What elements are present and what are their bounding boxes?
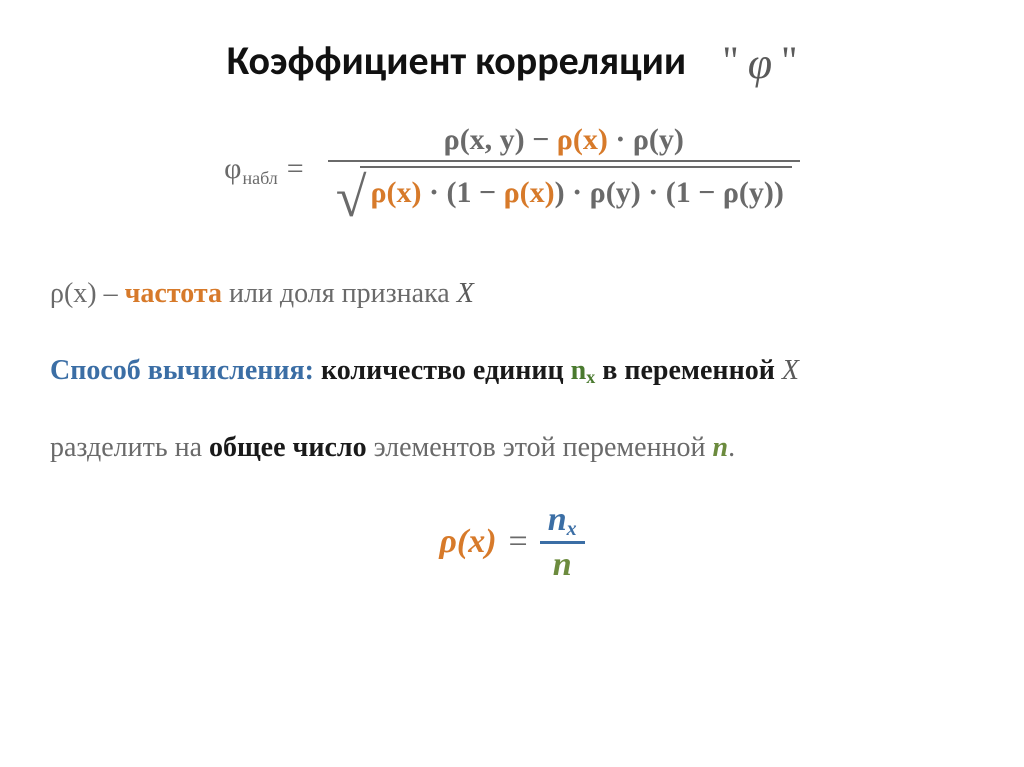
dot3: ·	[641, 176, 666, 209]
phi-subscript: набл	[242, 168, 277, 188]
radicand: ρ(x) · (1 − ρ(x)) · ρ(y) · (1 − ρ(y))	[360, 166, 791, 213]
main-formula: φнабл = ρ(x, y) − ρ(x) · ρ(y) √ ρ(x) · (…	[40, 119, 984, 217]
var-x: X	[457, 278, 474, 309]
close2: )	[774, 176, 784, 209]
def-rest: или доля признака	[222, 278, 457, 309]
dot: ·	[608, 123, 633, 156]
slide-title: Коэффициент корреляции	[227, 36, 687, 85]
freq-word: частота	[125, 278, 222, 309]
n-sub-x: nx	[571, 355, 596, 386]
rho-fraction: nx n	[540, 499, 585, 586]
close1: )	[555, 176, 565, 209]
phi-var: φ	[224, 152, 241, 185]
open1: (1 −	[447, 176, 504, 209]
radical-sign: √	[336, 178, 367, 218]
formula-denominator: √ ρ(x) · (1 − ρ(x)) · ρ(y) · (1 − ρ(y))	[328, 162, 800, 217]
rho-denominator: n	[545, 544, 580, 586]
method-rest1: количество единиц	[314, 355, 571, 386]
rho-y2: ρ(y)	[723, 176, 774, 209]
div-part2: элементов этой переменной	[367, 432, 713, 463]
method-label: Способ вычисления:	[50, 355, 314, 386]
nx-n: n	[571, 355, 587, 386]
period: .	[728, 432, 735, 463]
minus: −	[525, 123, 557, 156]
formula-lhs: φнабл =	[224, 152, 314, 185]
body-text: ρ(x) – частота или доля признака X Спосо…	[50, 267, 974, 475]
div-part1: разделить на	[50, 432, 209, 463]
phi-symbol: φ	[748, 39, 772, 88]
nx-sub: x	[586, 367, 595, 387]
formula-fraction: ρ(x, y) − ρ(x) · ρ(y) √ ρ(x) · (1 − ρ(x)…	[328, 119, 800, 217]
rho-x: ρ(x)	[557, 123, 608, 156]
equals-sign: =	[287, 152, 304, 185]
quote-open: "	[722, 38, 738, 83]
method-rest2: в переменной	[595, 355, 782, 386]
slide: Коэффициент корреляции " φ " φнабл = ρ(x…	[0, 0, 1024, 767]
definition-line: ρ(x) – частота или доля признака X	[50, 267, 974, 320]
rho-y: ρ(y)	[633, 123, 684, 156]
n-var: n	[713, 432, 729, 463]
num-sub: x	[567, 518, 577, 540]
rho-xy: ρ(x, y)	[444, 123, 525, 156]
rho-x1: ρ(x)	[370, 176, 421, 209]
dash: –	[97, 278, 125, 309]
rho-formula: ρ(x) = nx n	[40, 499, 984, 586]
num-n: n	[548, 501, 567, 538]
slide-title-row: Коэффициент корреляции " φ "	[40, 34, 984, 85]
div-bold: общее число	[209, 432, 367, 463]
sqrt: √ ρ(x) · (1 − ρ(x)) · ρ(y) · (1 − ρ(y))	[336, 166, 792, 213]
open2: (1 −	[666, 176, 723, 209]
dot2: ·	[565, 176, 590, 209]
rho-x2: ρ(x)	[504, 176, 555, 209]
formula-numerator: ρ(x, y) − ρ(x) · ρ(y)	[436, 119, 692, 160]
quote-close: "	[781, 38, 797, 83]
rho-y1: ρ(y)	[590, 176, 641, 209]
rho-x-label: ρ(x)	[50, 278, 97, 309]
var-x-2: X	[782, 355, 799, 386]
divide-line: разделить на общее число элементов этой …	[50, 421, 974, 474]
equals-sign-2: =	[509, 523, 528, 561]
rho-numerator: nx	[540, 499, 585, 541]
rho-lhs: ρ(x)	[439, 523, 496, 561]
method-line: Способ вычисления: количество единиц nx …	[50, 344, 974, 397]
dot1: ·	[421, 176, 446, 209]
